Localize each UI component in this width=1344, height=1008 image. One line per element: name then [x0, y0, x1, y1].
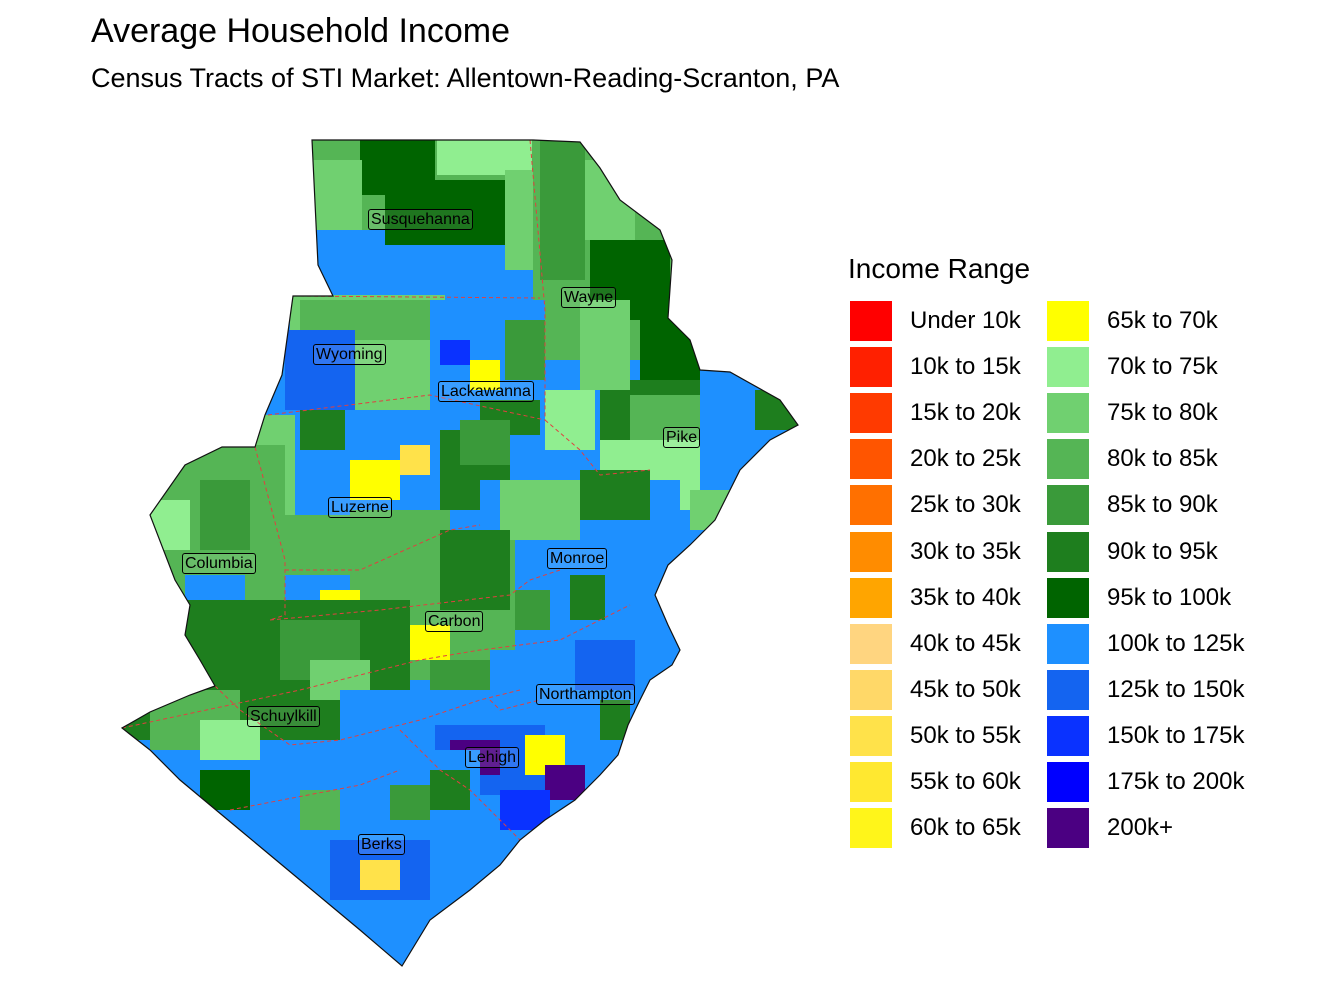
legend-item: 65k to 70k — [1047, 301, 1218, 341]
legend-label: 175k to 200k — [1107, 768, 1245, 795]
county-label-wayne: Wayne — [561, 287, 617, 308]
legend-swatch — [1047, 301, 1089, 341]
county-label-lackawanna: Lackawanna — [438, 381, 534, 402]
legend-swatch — [850, 531, 892, 572]
legend-label: 70k to 75k — [1107, 353, 1218, 381]
legend-label: 30k to 35k — [910, 537, 1021, 565]
legend-label: 95k to 100k — [1107, 583, 1232, 611]
legend-label: 90k to 95k — [1107, 537, 1218, 565]
legend-item: 85k to 90k — [1047, 485, 1218, 526]
county-label-lehigh: Lehigh — [465, 747, 520, 768]
legend-swatch — [850, 393, 892, 434]
legend-label: 15k to 20k — [910, 399, 1021, 427]
county-label-columbia: Columbia — [182, 553, 256, 574]
county-borders — [121, 139, 651, 841]
legend-item: Under 10k — [850, 301, 1021, 341]
legend-swatch — [850, 623, 892, 664]
county-label-susquehanna: Susquehanna — [368, 209, 473, 230]
map-subtitle: Census Tracts of STI Market: Allentown-R… — [91, 63, 840, 93]
legend-label: 45k to 50k — [910, 675, 1021, 703]
legend-swatch — [1047, 669, 1089, 710]
legend-label: 75k to 80k — [1107, 399, 1218, 427]
legend-label: 50k to 55k — [910, 721, 1021, 749]
legend-item: 25k to 30k — [850, 485, 1021, 526]
legend-swatch — [850, 439, 892, 480]
legend-item: 45k to 50k — [850, 669, 1021, 710]
legend-label: 80k to 85k — [1107, 445, 1218, 473]
legend-label: 20k to 25k — [910, 445, 1021, 473]
legend-title: Income Range — [848, 253, 1031, 284]
legend-swatch — [850, 669, 892, 710]
legend-label: 200k+ — [1107, 814, 1174, 842]
legend-item: 200k+ — [1047, 808, 1174, 849]
legend-swatch — [1047, 531, 1089, 572]
county-label-schuylkill: Schuylkill — [247, 706, 320, 727]
legend-item: 70k to 75k — [1047, 347, 1218, 388]
legend-label: 25k to 30k — [910, 491, 1021, 519]
legend-label: 100k to 125k — [1107, 629, 1245, 657]
county-label-berks: Berks — [358, 834, 405, 855]
legend-item: 150k to 175k — [1047, 715, 1245, 756]
legend-swatch — [1047, 715, 1089, 756]
county-label-luzerne: Luzerne — [328, 497, 392, 518]
legend-swatch — [1047, 623, 1089, 664]
legend-item: 100k to 125k — [1047, 623, 1245, 664]
legend-label: 40k to 45k — [910, 629, 1021, 657]
legend-label: 85k to 90k — [1107, 491, 1218, 519]
legend-label: Under 10k — [910, 307, 1021, 334]
legend-swatch — [850, 715, 892, 756]
legend-swatch — [1047, 439, 1089, 480]
legend-label: 125k to 150k — [1107, 675, 1245, 703]
legend-label: 65k to 70k — [1107, 307, 1218, 334]
legend-label: 60k to 65k — [910, 814, 1021, 842]
legend-item: 95k to 100k — [1047, 577, 1232, 618]
legend-label: 55k to 60k — [910, 768, 1021, 795]
legend-swatch — [850, 301, 892, 341]
legend-swatch — [850, 577, 892, 618]
county-label-wyoming: Wyoming — [313, 344, 386, 365]
legend-swatch — [1047, 347, 1089, 388]
legend-item: 125k to 150k — [1047, 669, 1245, 710]
legend-label: 35k to 40k — [910, 583, 1021, 611]
legend-label: 150k to 175k — [1107, 721, 1245, 749]
legend-swatch — [1047, 762, 1089, 802]
legend-item: 40k to 45k — [850, 623, 1021, 664]
legend-item: 55k to 60k — [850, 762, 1021, 802]
legend-swatch — [1047, 808, 1089, 849]
county-label-pike: Pike — [663, 427, 701, 448]
legend-item: 35k to 40k — [850, 577, 1021, 618]
legend-swatch — [850, 808, 892, 849]
legend-swatch — [1047, 485, 1089, 526]
legend-item: 10k to 15k — [850, 347, 1021, 388]
legend-item: 80k to 85k — [1047, 439, 1218, 480]
county-label-monroe: Monroe — [547, 548, 608, 569]
legend-item: 15k to 20k — [850, 393, 1021, 434]
legend-item: 75k to 80k — [1047, 393, 1218, 434]
legend-label: 10k to 15k — [910, 353, 1021, 381]
legend-item: 50k to 55k — [850, 715, 1021, 756]
legend-item: 30k to 35k — [850, 531, 1021, 572]
county-label-carbon: Carbon — [425, 611, 484, 632]
legend-item: 60k to 65k — [850, 808, 1021, 849]
legend-swatch — [1047, 393, 1089, 434]
legend-item: 20k to 25k — [850, 439, 1021, 480]
legend-swatch — [850, 347, 892, 388]
legend-item: 90k to 95k — [1047, 531, 1218, 572]
county-label-northampton: Northampton — [536, 684, 635, 705]
legend-swatch — [850, 762, 892, 802]
legend-swatch — [850, 485, 892, 526]
legend-swatch — [1047, 577, 1089, 618]
map-title: Average Household Income — [91, 12, 510, 50]
legend-item: 175k to 200k — [1047, 762, 1244, 802]
